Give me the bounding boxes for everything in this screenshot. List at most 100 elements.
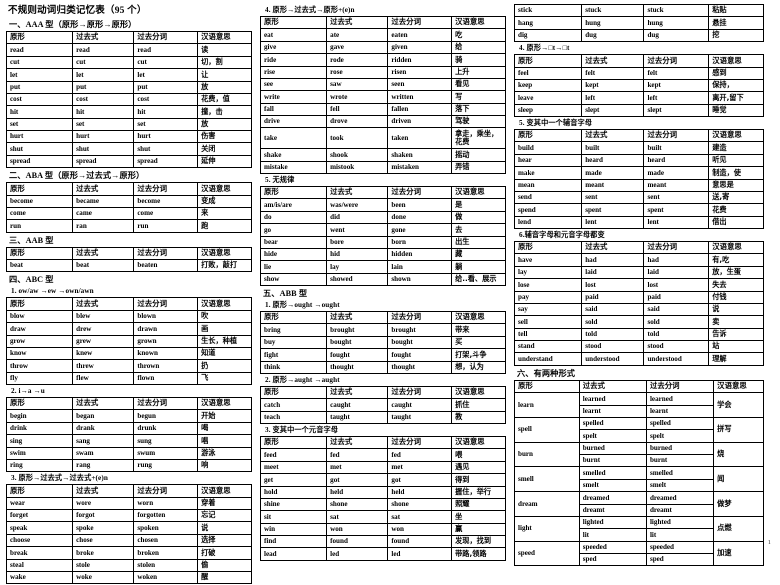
cell-meaning: 撞，击 xyxy=(197,105,252,119)
table-aaa: 原形 过去式 过去分词 汉语意思 read read read 读 cut cut cut 切，割 le… xyxy=(5,30,252,169)
cell-participle: stolen xyxy=(133,558,199,572)
cell-participle: set xyxy=(133,117,199,132)
section-title-abc: 四、ABC 型 xyxy=(9,275,54,285)
cell-meaning: 画 xyxy=(197,322,252,336)
table-row: lie lay lain 躺 xyxy=(259,260,506,274)
table-row: run ran run 跑 xyxy=(5,219,252,233)
table-row: make made made 制造，使 xyxy=(513,166,764,180)
column-header-meaning: 汉语意思 xyxy=(451,15,506,30)
cell-base: rise xyxy=(259,65,328,79)
cell-participle: stood xyxy=(643,339,710,354)
subsection-title-abb-3: 3. 变其中一个元音字母 xyxy=(265,426,339,435)
cell-participle: lost xyxy=(643,278,710,292)
cell-past: burned xyxy=(578,441,647,456)
cell-past: drove xyxy=(326,114,389,129)
cell-base: cost xyxy=(5,92,74,107)
cell-base: get xyxy=(259,473,328,487)
table-aab: 原形 过去式 过去分词 汉语意思 beat beat beaten 打败，敲打 xyxy=(5,246,252,273)
cell-participle: eaten xyxy=(387,28,453,42)
cell-base: shake xyxy=(259,148,328,162)
cell-past: hid xyxy=(326,247,389,262)
cell-meaning: 卖 xyxy=(708,315,764,329)
cell-past: came xyxy=(72,206,135,221)
column-header-past: 过去式 xyxy=(72,396,135,411)
cell-meaning: 送,寄 xyxy=(708,190,764,205)
column-header-meaning: 汉语意思 xyxy=(197,484,252,498)
table-row: forget forgot forgotten 忘记 xyxy=(5,508,252,523)
cell-base: fly xyxy=(5,371,74,386)
cell-participle: blown xyxy=(133,309,199,324)
cell-base: win xyxy=(259,522,328,537)
column-header-base: 原形 xyxy=(5,30,74,45)
cell-participle: thrown xyxy=(133,359,199,373)
cell-meaning: 烧 xyxy=(713,441,764,468)
table-row: show showed shown 给..看、展示 xyxy=(259,272,506,287)
cell-meaning: 点燃 xyxy=(713,515,764,542)
table-row: ring rang rung 响 xyxy=(5,458,252,473)
cell-meaning: 切，割 xyxy=(197,55,252,70)
table-row: learn learned learned 学会 xyxy=(514,392,764,418)
cell-base: feel xyxy=(513,66,583,80)
cell-past: smelt xyxy=(578,478,647,493)
cell-past: sang xyxy=(72,434,135,448)
cell-past: led xyxy=(326,547,389,561)
cell-base: sleep xyxy=(513,103,583,118)
column-header-meaning: 汉语意思 xyxy=(708,54,764,68)
column-header-past: 过去式 xyxy=(72,182,135,196)
cell-base: leave xyxy=(513,91,583,105)
column-header-past: 过去式 xyxy=(581,128,645,143)
cell-participle: paid xyxy=(643,290,710,304)
cell-base: spell xyxy=(514,416,580,443)
column-header-participle: 过去分词 xyxy=(133,396,199,411)
cell-meaning: 驾驶 xyxy=(451,114,506,129)
column-header-participle: 过去分词 xyxy=(387,436,453,450)
table-row: read read read 读 xyxy=(5,43,252,57)
cell-past: won xyxy=(326,522,389,537)
cell-meaning: 遇见 xyxy=(451,460,506,475)
cell-participle: hidden xyxy=(387,247,453,262)
cell-base: lose xyxy=(513,278,583,292)
table-row: hit hit hit 撞，击 xyxy=(5,105,252,119)
cell-past: swam xyxy=(72,446,135,460)
cell-participle: burned xyxy=(645,441,715,456)
cell-meaning: 花费 xyxy=(708,203,764,217)
cell-participle: made xyxy=(643,166,710,180)
column-header-base: 原形 xyxy=(259,385,328,400)
cell-meaning: 打架,斗争 xyxy=(451,348,506,362)
table-row: dig dug dug 挖 xyxy=(513,28,764,43)
table-row: throw threw thrown 扔 xyxy=(5,359,252,373)
table-row: hold held held 握住，举行 xyxy=(259,485,506,499)
column-header-base: 原形 xyxy=(5,182,74,196)
table-row: eat ate eaten 吃 xyxy=(259,28,506,42)
table-row: ride rode ridden 骑 xyxy=(259,53,506,67)
cell-meaning: 照耀 xyxy=(451,497,506,512)
cell-past: speeded xyxy=(578,540,647,555)
table-row: dreamt dreamt xyxy=(515,503,764,517)
cell-participle: worn xyxy=(133,496,199,511)
cell-meaning: 是 xyxy=(451,198,506,212)
table-row: spend spent spent 花费 xyxy=(513,203,764,217)
cell-participle: drunk xyxy=(133,421,199,436)
cell-base: bear xyxy=(259,235,328,249)
cell-meaning: 赢 xyxy=(451,522,506,537)
cell-base: send xyxy=(513,190,583,205)
table-abc-4: 原形 过去式 过去分词 汉语意思 eat ate eaten 吃 give gave given 给 r… xyxy=(259,15,506,175)
cell-base: speak xyxy=(5,521,74,535)
cell-base: sell xyxy=(513,315,583,329)
cell-past: burnt xyxy=(578,453,647,468)
cell-participle: brought xyxy=(387,323,453,337)
cell-meaning: 吹 xyxy=(197,309,252,324)
cell-past: left xyxy=(581,91,645,105)
cell-base: mean xyxy=(513,178,583,192)
cell-past: flew xyxy=(72,371,135,386)
cell-meaning: 离开,留下 xyxy=(708,91,764,105)
cell-meaning: 花费，值 xyxy=(197,92,252,107)
cell-meaning: 选择 xyxy=(197,533,252,548)
column-header-participle: 过去分词 xyxy=(387,311,453,325)
cell-past: spelled xyxy=(578,416,647,431)
subsection-title-abb-5: 5. 变其中一个辅音字母 xyxy=(519,119,593,127)
cell-meaning: 唱 xyxy=(197,434,252,448)
table-row: speed speeded speeded 加速 xyxy=(514,540,764,567)
cell-participle: understood xyxy=(643,352,710,366)
cell-participle: slept xyxy=(643,103,710,118)
